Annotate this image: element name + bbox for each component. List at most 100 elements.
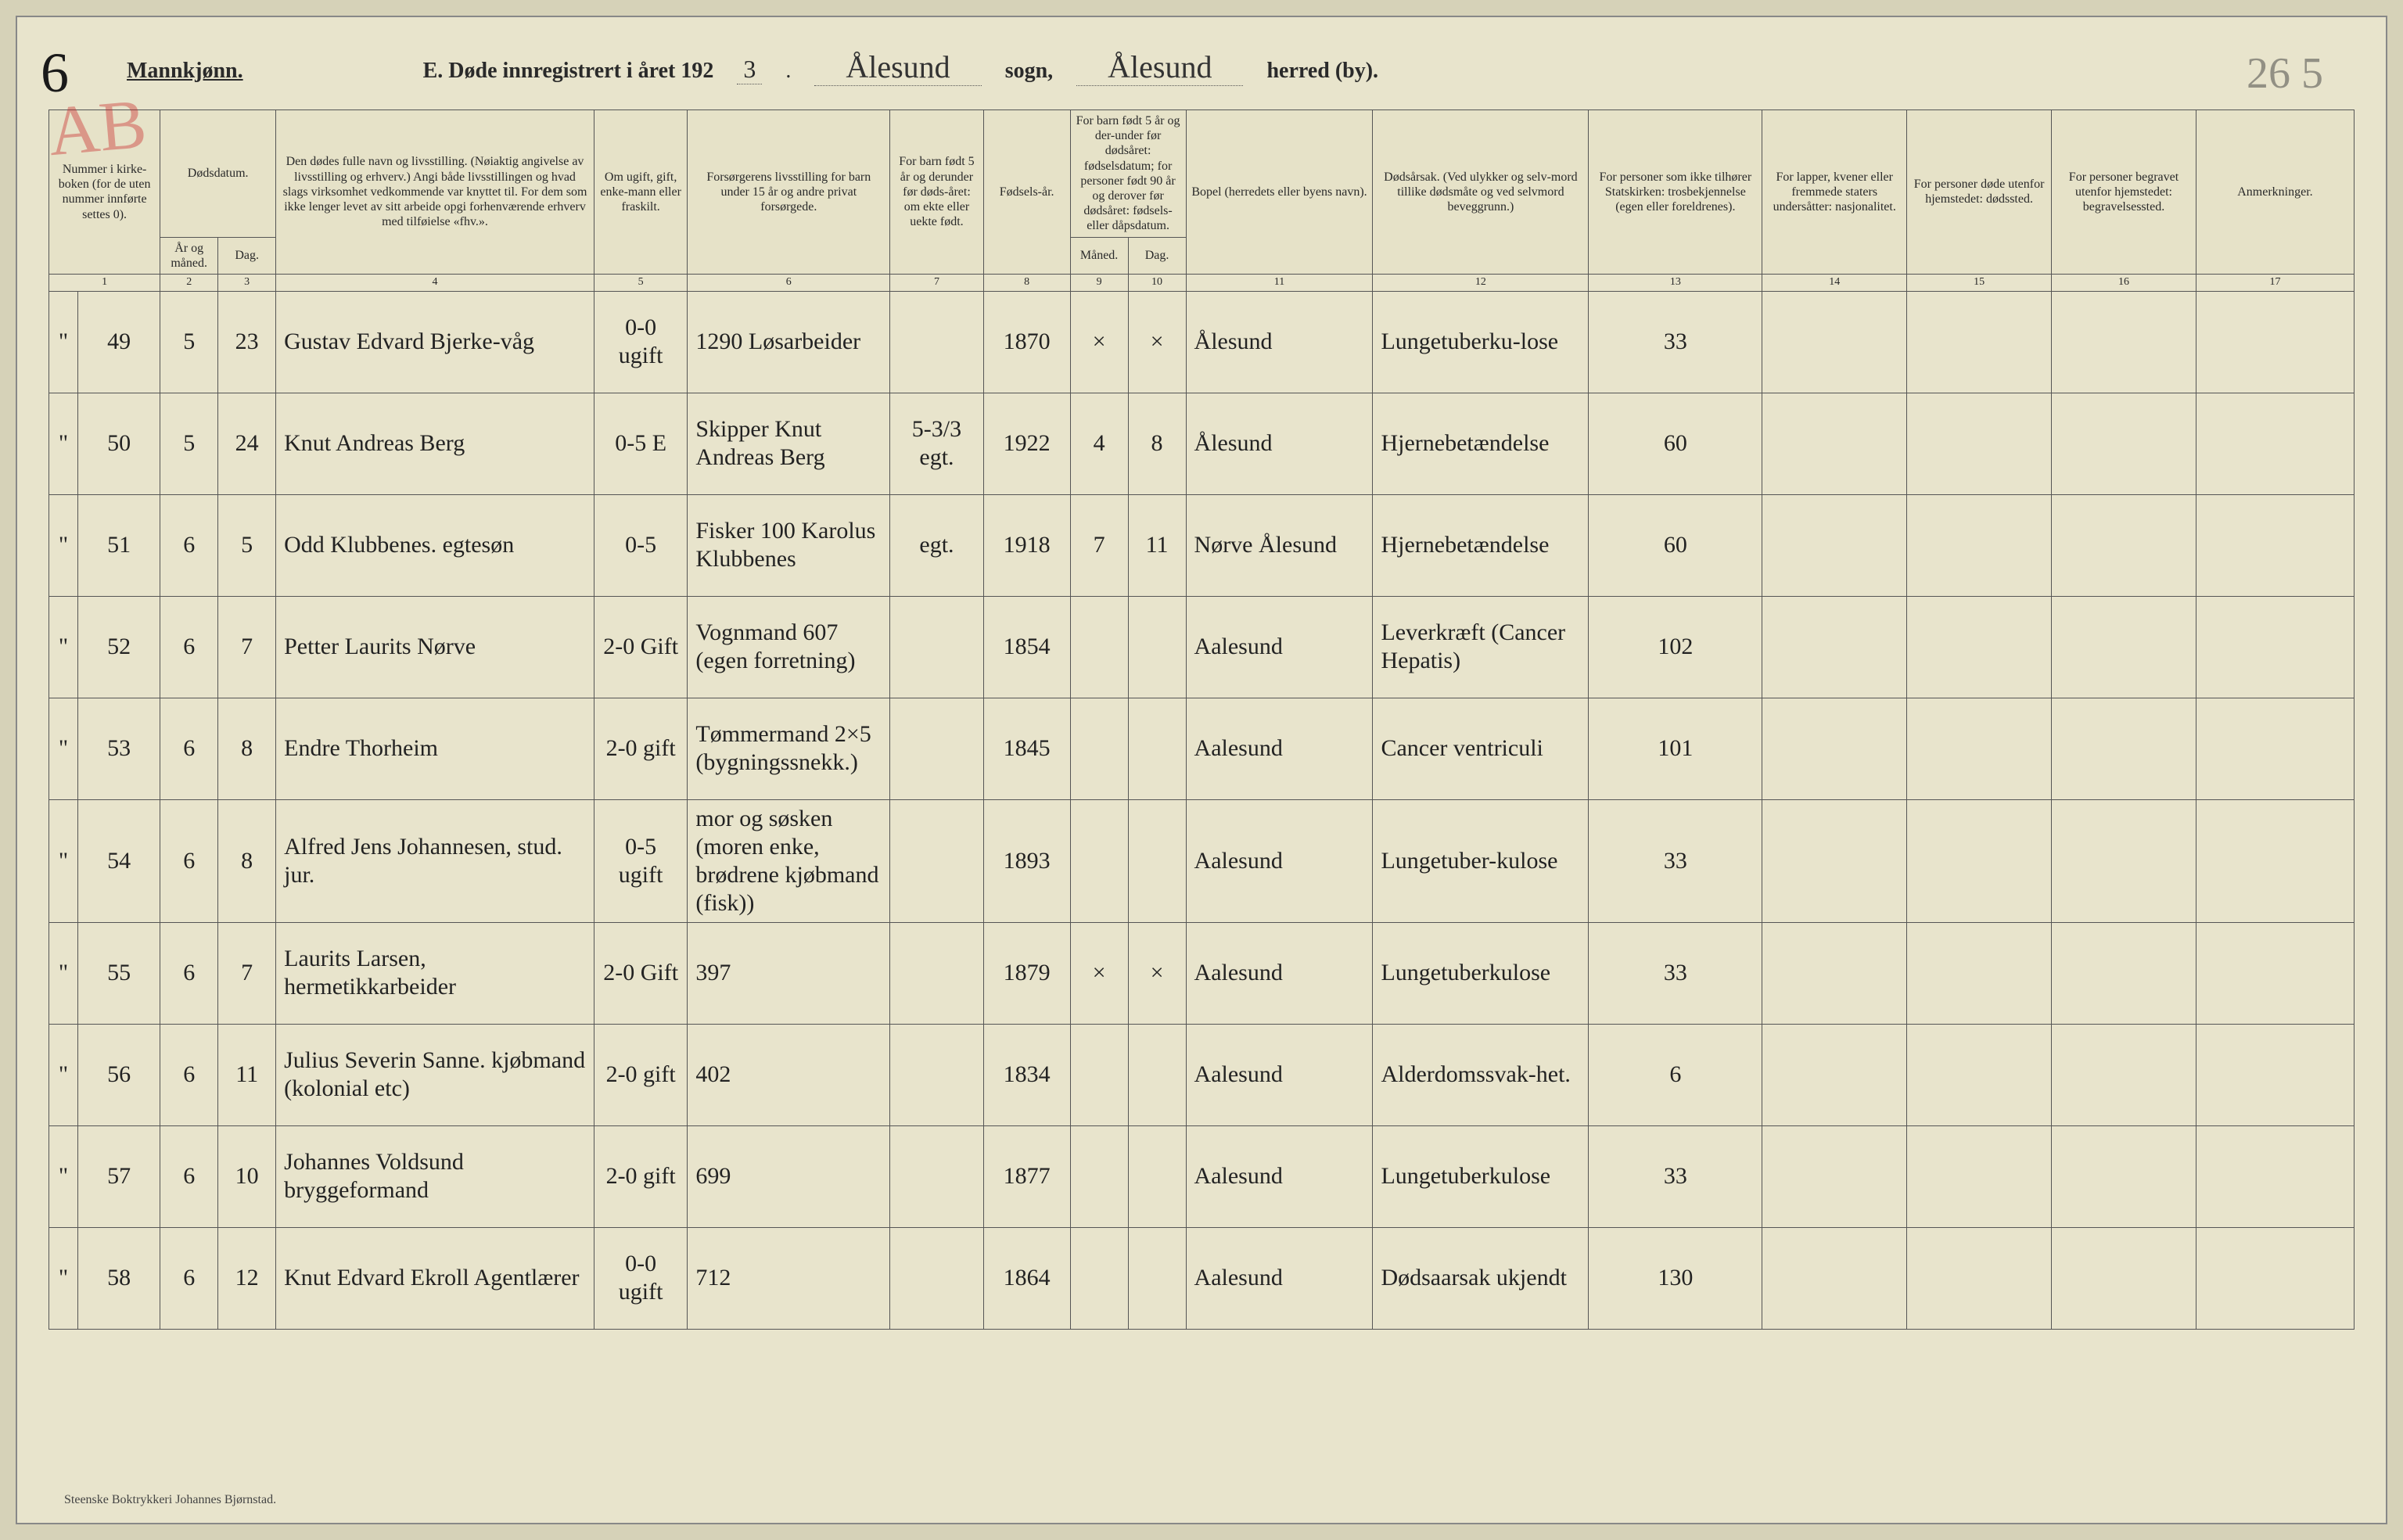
full-name: Johannes Voldsund bryggeformand (276, 1125, 594, 1227)
col13: 60 (1589, 494, 1762, 596)
table-body: "49523Gustav Edvard Bjerke-våg0-0 ugift1… (49, 291, 2355, 1329)
colnum-17: 17 (2196, 274, 2354, 291)
birth-year: 1834 (983, 1024, 1070, 1125)
residence: Aalesund (1186, 1227, 1373, 1329)
red-stamp: AB (45, 84, 150, 173)
row-mark: " (49, 494, 78, 596)
full-name: Knut Andreas Berg (276, 393, 594, 494)
col17 (2196, 1024, 2354, 1125)
birth-day: × (1128, 291, 1186, 393)
printer-footer: Steenske Boktrykkeri Johannes Bjørnstad. (64, 1493, 276, 1507)
entry-number: 57 (77, 1125, 160, 1227)
birth-day: × (1128, 922, 1186, 1024)
col16 (2052, 922, 2196, 1024)
table-row: "49523Gustav Edvard Bjerke-våg0-0 ugift1… (49, 291, 2355, 393)
month: 6 (160, 1024, 218, 1125)
birth-year: 1879 (983, 922, 1070, 1024)
birth-month (1070, 1125, 1128, 1227)
col17 (2196, 494, 2354, 596)
day: 11 (218, 1024, 276, 1125)
marital-status: 2-0 gift (594, 1125, 687, 1227)
herred-label: herred (by). (1266, 59, 1378, 84)
birth-month: 4 (1070, 393, 1128, 494)
ekte (890, 596, 983, 698)
provider: 402 (688, 1024, 890, 1125)
cause-of-death: Alderdomssvak-het. (1373, 1024, 1589, 1125)
col13: 130 (1589, 1227, 1762, 1329)
residence: Aalesund (1186, 596, 1373, 698)
col13: 33 (1589, 799, 1762, 922)
colnum-5: 5 (594, 274, 687, 291)
col17 (2196, 799, 2354, 922)
marital-status: 0-0 ugift (594, 291, 687, 393)
ekte (890, 1024, 983, 1125)
col-8-header: Fødsels-år. (983, 110, 1070, 275)
cause-of-death: Lungetuberkulose (1373, 922, 1589, 1024)
cause-of-death: Hjernebetændelse (1373, 494, 1589, 596)
col14 (1762, 291, 1907, 393)
col16 (2052, 1125, 2196, 1227)
entry-number: 58 (77, 1227, 160, 1329)
birth-year: 1918 (983, 494, 1070, 596)
birth-day (1128, 596, 1186, 698)
provider: Vognmand 607 (egen forretning) (688, 596, 890, 698)
colnum-3: 3 (218, 274, 276, 291)
col-11-header: Bopel (herredets eller byens navn). (1186, 110, 1373, 275)
birth-day (1128, 1227, 1186, 1329)
col14 (1762, 393, 1907, 494)
col15 (1907, 922, 2052, 1024)
full-name: Julius Severin Sanne. kjøbmand (kolonial… (276, 1024, 594, 1125)
residence: Ålesund (1186, 291, 1373, 393)
birth-day (1128, 1125, 1186, 1227)
year-suffix: 3 (737, 55, 762, 84)
entry-number: 51 (77, 494, 160, 596)
entry-number: 49 (77, 291, 160, 393)
row-mark: " (49, 291, 78, 393)
day: 24 (218, 393, 276, 494)
page-header: Mannkjønn. E. Døde innregistrert i året … (48, 41, 2355, 109)
full-name: Odd Klubbenes. egtesøn (276, 494, 594, 596)
birth-year: 1922 (983, 393, 1070, 494)
marital-status: 0-0 ugift (594, 1227, 687, 1329)
col16 (2052, 1024, 2196, 1125)
provider: Skipper Knut Andreas Berg (688, 393, 890, 494)
col-14-header: For lapper, kvener eller fremmede stater… (1762, 110, 1907, 275)
sogn-value: Ålesund (814, 48, 981, 86)
marital-status: 2-0 Gift (594, 596, 687, 698)
row-mark: " (49, 698, 78, 799)
col13: 33 (1589, 922, 1762, 1024)
month: 5 (160, 393, 218, 494)
marital-status: 2-0 gift (594, 1024, 687, 1125)
col16 (2052, 799, 2196, 922)
cause-of-death: Cancer ventriculi (1373, 698, 1589, 799)
col17 (2196, 1227, 2354, 1329)
col-dodsdatum: Dødsdatum. (160, 110, 276, 238)
ekte (890, 799, 983, 922)
title-prefix: E. Døde innregistrert i året 192 (423, 59, 714, 84)
marital-status: 2-0 gift (594, 698, 687, 799)
residence: Aalesund (1186, 799, 1373, 922)
ekte (890, 291, 983, 393)
birth-month (1070, 1024, 1128, 1125)
cause-of-death: Leverkræft (Cancer Hepatis) (1373, 596, 1589, 698)
entry-number: 56 (77, 1024, 160, 1125)
month: 6 (160, 698, 218, 799)
provider: 712 (688, 1227, 890, 1329)
entry-number: 53 (77, 698, 160, 799)
col13: 102 (1589, 596, 1762, 698)
provider: Tømmermand 2×5 (bygningssnekk.) (688, 698, 890, 799)
ekte (890, 1125, 983, 1227)
month: 6 (160, 922, 218, 1024)
day: 12 (218, 1227, 276, 1329)
col16 (2052, 698, 2196, 799)
day: 8 (218, 698, 276, 799)
col16 (2052, 596, 2196, 698)
row-mark: " (49, 1125, 78, 1227)
full-name: Alfred Jens Johannesen, stud. jur. (276, 799, 594, 922)
birth-month (1070, 799, 1128, 922)
col-15-header: For personer døde utenfor hjemstedet: dø… (1907, 110, 2052, 275)
col13: 33 (1589, 1125, 1762, 1227)
residence: Aalesund (1186, 922, 1373, 1024)
col15 (1907, 799, 2052, 922)
birth-year: 1870 (983, 291, 1070, 393)
